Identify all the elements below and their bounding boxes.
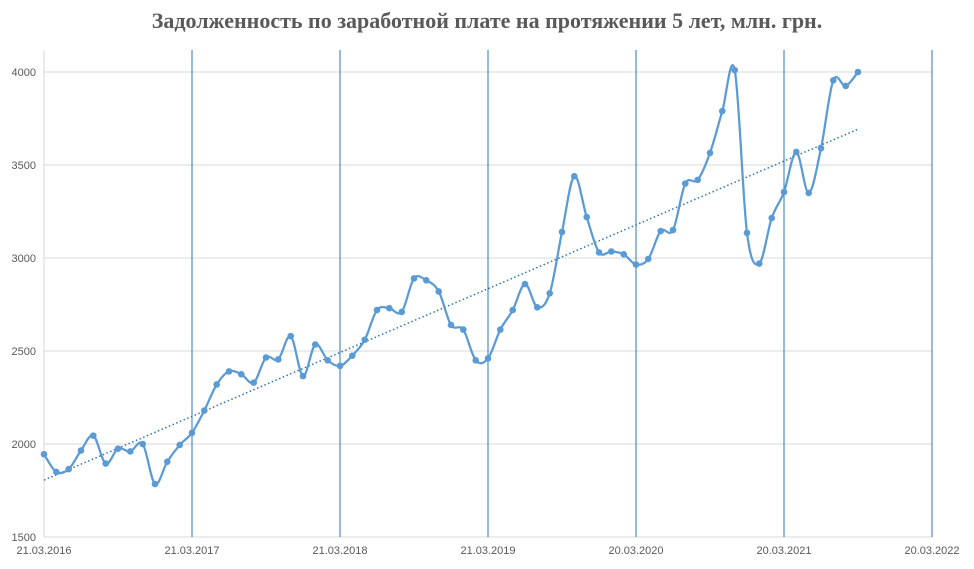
data-point (398, 308, 406, 316)
data-point (188, 429, 196, 437)
data-point (336, 362, 344, 370)
data-point (299, 372, 307, 380)
data-point (718, 107, 726, 115)
data-point (287, 332, 295, 340)
data-point (570, 172, 578, 180)
data-point (40, 450, 48, 458)
trendline-group (43, 128, 859, 481)
data-point (496, 326, 504, 333)
data-point (77, 447, 85, 454)
data-point (176, 441, 184, 449)
data-point (52, 468, 60, 476)
x-tick-label: 20.03.2022 (904, 545, 959, 557)
data-point (422, 277, 430, 284)
x-tick-label: 20.03.2021 (756, 545, 811, 557)
data-point (805, 189, 813, 197)
x-tick-label: 21.03.2017 (164, 545, 219, 557)
data-point (126, 448, 134, 455)
data-point (546, 290, 554, 297)
data-point (361, 336, 369, 344)
data-point (225, 368, 233, 375)
data-point (385, 304, 393, 312)
data-point (681, 180, 689, 187)
data-point (829, 77, 837, 84)
data-point (200, 407, 208, 414)
data-point (521, 280, 529, 288)
data-point (854, 68, 862, 76)
data-point (89, 432, 97, 439)
data-point (102, 460, 110, 467)
y-tick-label: 2500 (12, 346, 36, 358)
data-point (484, 355, 492, 362)
data-point (114, 445, 122, 452)
data-point (558, 228, 566, 236)
data-point (262, 354, 270, 361)
x-tick-label: 21.03.2019 (460, 545, 515, 557)
data-point (435, 288, 443, 295)
series-group (40, 64, 862, 488)
trendline (43, 128, 859, 481)
data-point (817, 144, 825, 152)
y-axis-ticks: 1500 2000 2500 3000 3500 4000 (12, 67, 36, 544)
data-point (768, 214, 776, 222)
x-tick-label: 20.03.2020 (608, 545, 663, 557)
data-point (583, 213, 591, 221)
x-axis-ticks: 21.03.2016 21.03.2017 21.03.2018 21.03.2019… (16, 545, 959, 557)
y-tick-label: 2000 (12, 439, 36, 451)
data-point (657, 227, 665, 235)
data-point (644, 255, 652, 263)
chart-title: Задолженность по заработной плате на про… (151, 8, 823, 33)
data-point (632, 261, 640, 268)
data-point (595, 249, 603, 256)
data-point (163, 458, 171, 465)
data-point (213, 381, 221, 388)
x-tick-label: 21.03.2016 (16, 545, 71, 557)
data-point (373, 306, 381, 314)
series-line (43, 64, 859, 486)
data-point (509, 306, 517, 314)
data-point (780, 188, 788, 196)
data-point (311, 341, 319, 348)
data-point (694, 176, 702, 184)
year-lines (43, 50, 933, 537)
data-point (472, 357, 480, 364)
y-tick-label: 4000 (12, 67, 36, 79)
data-point (792, 148, 800, 156)
y-tick-label: 3500 (12, 160, 36, 172)
data-point (348, 352, 356, 359)
data-point (706, 149, 714, 157)
x-tick-label: 21.03.2018 (312, 545, 367, 557)
data-point (459, 326, 467, 333)
data-point (237, 370, 245, 378)
data-point (607, 248, 615, 255)
data-point (755, 260, 763, 267)
data-point (620, 250, 628, 258)
data-point (274, 356, 282, 363)
data-point (842, 82, 850, 90)
data-point (731, 66, 739, 74)
data-point (669, 226, 677, 234)
data-point (533, 303, 541, 311)
data-point (410, 275, 418, 282)
data-point (139, 440, 147, 448)
data-point (250, 379, 258, 386)
data-point (447, 321, 455, 329)
data-point (151, 480, 159, 488)
data-point (65, 465, 73, 473)
data-point (324, 357, 332, 364)
data-point (743, 229, 751, 237)
y-tick-label: 1500 (12, 532, 36, 544)
y-tick-label: 3000 (12, 253, 36, 265)
